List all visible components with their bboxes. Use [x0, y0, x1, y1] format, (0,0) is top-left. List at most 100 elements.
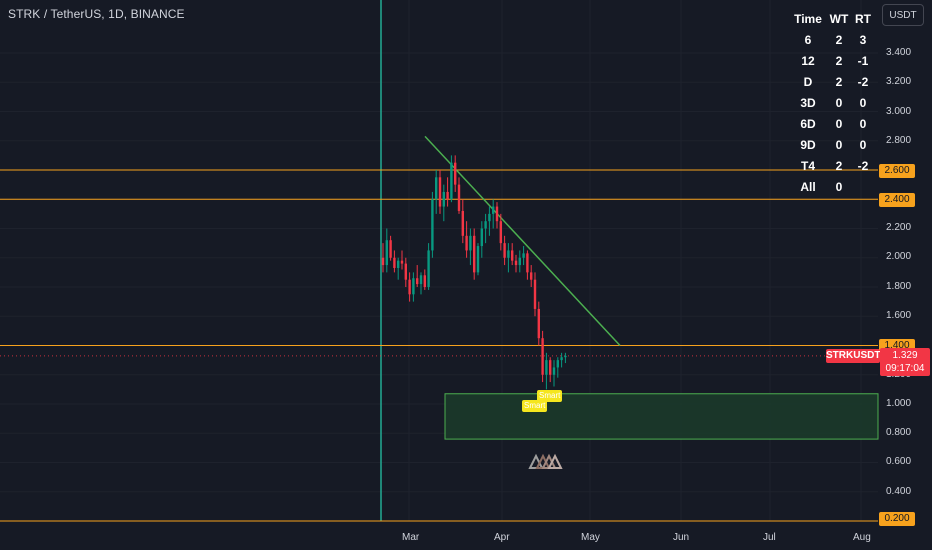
candle[interactable] [549, 357, 552, 383]
candle-body [457, 184, 461, 211]
candle[interactable] [435, 170, 438, 214]
candle-body [381, 257, 385, 266]
candle[interactable] [518, 250, 521, 273]
candle[interactable] [533, 272, 537, 317]
stats-cell: D [803, 74, 813, 89]
candle-body [537, 308, 540, 339]
candle[interactable] [537, 301, 540, 346]
candle[interactable] [499, 213, 502, 251]
descending-trendline[interactable] [424, 135, 621, 347]
candle[interactable] [450, 155, 453, 203]
demand-zone[interactable] [444, 393, 879, 440]
symbol-title[interactable]: STRK / TetherUS, 1D, BINANCE [8, 7, 185, 21]
candle[interactable] [427, 243, 430, 290]
candle-body [564, 355, 567, 358]
candle-body [556, 360, 559, 368]
candle[interactable] [469, 228, 472, 266]
candle[interactable] [552, 360, 556, 387]
candle[interactable] [400, 250, 404, 270]
candle[interactable] [416, 265, 419, 287]
candle[interactable] [465, 221, 468, 258]
candle[interactable] [454, 155, 457, 192]
candle-body [514, 260, 518, 266]
candle[interactable] [419, 272, 423, 295]
price-tick-label: 3.400 [886, 47, 912, 58]
candle[interactable] [381, 243, 385, 273]
candle[interactable] [526, 250, 529, 280]
candle-body [454, 162, 457, 185]
candle-body [438, 177, 442, 207]
candle[interactable] [423, 269, 426, 290]
price-tick-label: 1.800 [886, 281, 912, 292]
candle[interactable] [408, 272, 411, 302]
candle[interactable] [385, 228, 388, 273]
candle[interactable] [389, 235, 392, 261]
candle[interactable] [507, 243, 510, 273]
candles[interactable] [381, 155, 567, 390]
candle[interactable] [473, 228, 476, 280]
candle-body [530, 272, 533, 280]
level-tag[interactable]: 2.400 [879, 193, 915, 207]
stats-row: 12 2 -1 [790, 50, 876, 71]
candle[interactable] [393, 250, 396, 273]
candle[interactable] [442, 184, 445, 222]
smart-signal-label[interactable]: Smart [537, 390, 563, 402]
current-price-tag: 1.329 09:17:04 [880, 348, 930, 376]
price-tick-label: 3.200 [886, 76, 912, 87]
candle[interactable] [438, 170, 442, 214]
stats-cell: 0 [835, 179, 843, 194]
level-tag[interactable]: 2.600 [879, 164, 915, 178]
smart-signal-label[interactable]: Smart [522, 400, 548, 412]
level-tag[interactable]: 0.200 [879, 512, 915, 526]
candle[interactable] [556, 357, 559, 378]
triangle-markers [528, 453, 563, 469]
candle[interactable] [545, 352, 548, 390]
candle[interactable] [503, 235, 506, 266]
candle-body [389, 240, 392, 258]
candle[interactable] [541, 330, 544, 383]
price-tick-label: 2.200 [886, 222, 912, 233]
currency-button[interactable]: USDT [882, 4, 924, 26]
candle[interactable] [397, 257, 400, 280]
candle-body [484, 221, 487, 229]
candle[interactable] [560, 352, 563, 368]
stats-cell: 0 [859, 137, 867, 152]
candle-body [518, 257, 521, 266]
candle-body [488, 213, 491, 222]
stats-cell: 0 [835, 95, 843, 110]
candle[interactable] [457, 177, 461, 214]
candle[interactable] [431, 191, 434, 258]
candle-body [450, 162, 453, 200]
stats-cell: 6 [804, 32, 812, 47]
candle[interactable] [488, 206, 491, 236]
horizontal-levels[interactable] [0, 169, 878, 522]
candle[interactable] [495, 202, 499, 229]
stats-cell: -2 [857, 74, 869, 89]
price-tick-label: 0.600 [886, 456, 912, 467]
candle-body [533, 279, 537, 309]
candle[interactable] [511, 243, 514, 266]
price-tick-label: 3.000 [886, 106, 912, 117]
candle[interactable] [514, 254, 518, 273]
candle[interactable] [522, 246, 525, 266]
candle[interactable] [484, 213, 487, 244]
candle[interactable] [404, 257, 407, 287]
candle[interactable] [476, 243, 480, 276]
candle-body [549, 360, 552, 375]
stats-cell: 0 [835, 137, 843, 152]
stats-cell: 12 [801, 53, 815, 68]
candle[interactable] [461, 199, 464, 244]
candle[interactable] [412, 272, 415, 302]
candle-body [511, 250, 514, 261]
candle-body [499, 221, 502, 244]
candle-body [503, 243, 506, 258]
candle[interactable] [446, 177, 449, 207]
candle[interactable] [564, 352, 567, 364]
candle[interactable] [480, 221, 483, 258]
candle[interactable] [492, 199, 495, 229]
candle[interactable] [530, 265, 533, 287]
current-symbol-label: STRKUSDT [826, 349, 881, 363]
price-tick-label: 1.000 [886, 398, 912, 409]
